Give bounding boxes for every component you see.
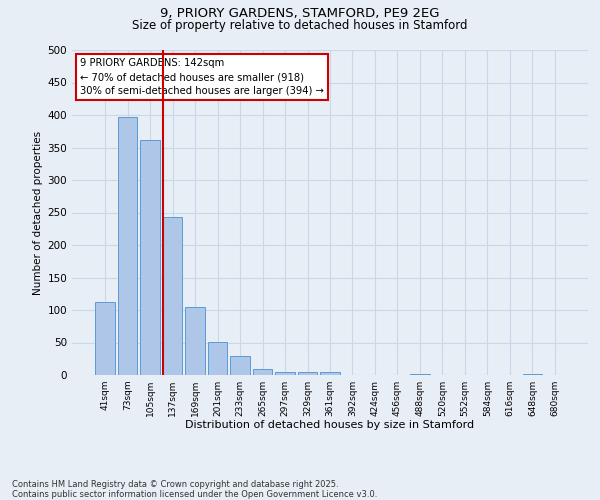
Text: 9 PRIORY GARDENS: 142sqm
← 70% of detached houses are smaller (918)
30% of semi-: 9 PRIORY GARDENS: 142sqm ← 70% of detach… <box>80 58 323 96</box>
Y-axis label: Number of detached properties: Number of detached properties <box>33 130 43 294</box>
Bar <box>275 372 295 375</box>
Text: 9, PRIORY GARDENS, STAMFORD, PE9 2EG: 9, PRIORY GARDENS, STAMFORD, PE9 2EG <box>160 8 440 20</box>
Bar <box>95 302 115 375</box>
Bar <box>140 140 160 375</box>
Bar <box>208 342 227 375</box>
Text: Size of property relative to detached houses in Stamford: Size of property relative to detached ho… <box>132 19 468 32</box>
Bar <box>163 217 182 375</box>
Bar <box>185 308 205 375</box>
X-axis label: Distribution of detached houses by size in Stamford: Distribution of detached houses by size … <box>185 420 475 430</box>
Bar <box>320 372 340 375</box>
Text: Contains HM Land Registry data © Crown copyright and database right 2025.
Contai: Contains HM Land Registry data © Crown c… <box>12 480 377 499</box>
Bar <box>253 369 272 375</box>
Bar <box>118 117 137 375</box>
Bar <box>523 374 542 375</box>
Bar <box>298 372 317 375</box>
Bar <box>230 356 250 375</box>
Bar <box>410 374 430 375</box>
